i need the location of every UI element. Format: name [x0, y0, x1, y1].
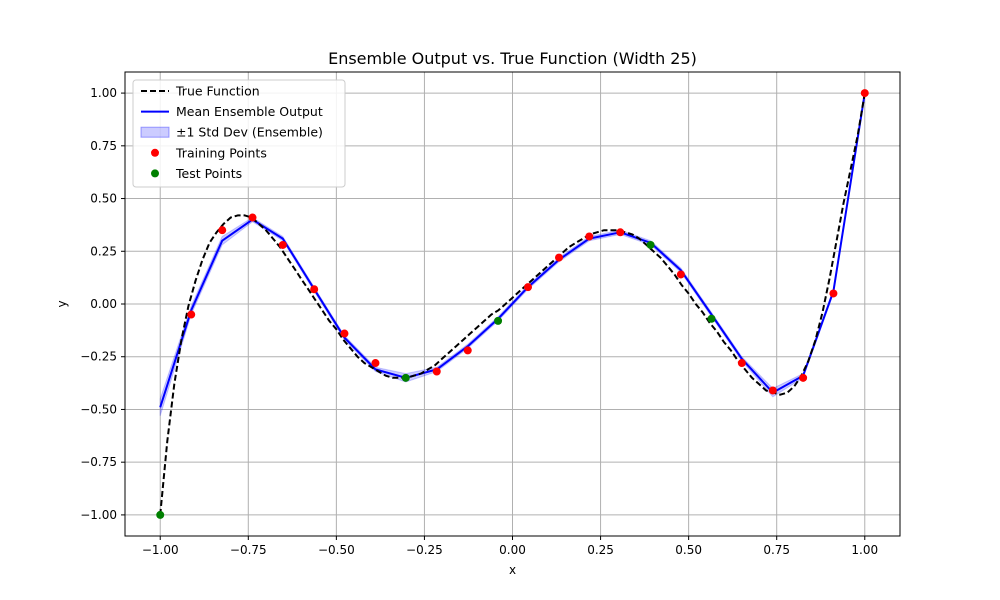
training-point: [799, 373, 808, 382]
y-axis-label: y: [55, 300, 69, 307]
training-point: [768, 386, 777, 395]
y-tick-label: 1.00: [90, 86, 117, 100]
test-point: [707, 314, 716, 323]
training-point: [248, 213, 257, 222]
training-point: [463, 346, 472, 355]
training-point: [616, 228, 625, 237]
legend-label: Mean Ensemble Output: [176, 104, 323, 119]
mean-ensemble-line: [159, 92, 866, 408]
x-tick-label: −0.25: [406, 543, 443, 557]
y-tick-label: 0.75: [90, 139, 117, 153]
x-tick-label: 0.75: [763, 543, 790, 557]
training-point: [278, 240, 287, 249]
training-point: [676, 270, 685, 279]
training-point: [371, 359, 380, 368]
legend: True Function Mean Ensemble Output ±1 Std …: [132, 79, 346, 188]
legend-label: True Function: [175, 84, 260, 99]
legend-label: Training Points: [175, 145, 267, 160]
true-function-line: [159, 92, 866, 515]
training-point: [737, 359, 746, 368]
axis-ticks: −1.00 −0.75 −0.50 −0.25 0.00 0.25 0.50 0.75 1.00…: [80, 86, 878, 557]
x-tick-label: 0.50: [675, 543, 702, 557]
y-tick-label: −0.50: [80, 402, 117, 416]
y-tick-label: −1.00: [80, 508, 117, 522]
legend-handle-marker: [151, 169, 159, 178]
x-tick-label: −0.50: [318, 543, 355, 557]
test-point: [646, 240, 655, 249]
y-tick-label: 0.25: [90, 244, 117, 258]
y-tick-label: −0.75: [80, 455, 117, 469]
x-tick-label: 1.00: [851, 543, 878, 557]
legend-handle-marker: [151, 148, 159, 157]
x-tick-label: −1.00: [142, 543, 179, 557]
training-point: [432, 367, 441, 376]
y-tick-label: 0.00: [90, 297, 117, 311]
training-point: [218, 226, 227, 235]
training-point: [860, 89, 869, 98]
legend-label: ±1 Std Dev (Ensemble): [176, 125, 323, 140]
training-point: [555, 253, 563, 262]
test-point: [494, 316, 503, 325]
training-point: [187, 310, 196, 319]
x-axis-label: x: [509, 563, 516, 577]
x-tick-label: 0.25: [587, 543, 614, 557]
legend-handle-std-band: [140, 126, 170, 138]
series-lines: [159, 92, 866, 515]
y-tick-label: 0.50: [90, 192, 117, 206]
training-point: [524, 283, 532, 292]
test-point: [156, 510, 165, 519]
chart-title: Ensemble Output vs. True Function (Width…: [328, 49, 697, 68]
test-point: [401, 373, 410, 382]
y-tick-label: −0.25: [80, 350, 117, 364]
training-point: [310, 285, 319, 294]
x-tick-label: −0.75: [230, 543, 267, 557]
x-tick-label: 0.00: [499, 543, 526, 557]
training-point: [340, 329, 349, 338]
scatter-points: [156, 89, 869, 519]
legend-box: [132, 79, 346, 188]
legend-label: Test Points: [175, 166, 242, 181]
training-point: [829, 289, 838, 298]
training-point: [585, 232, 594, 241]
